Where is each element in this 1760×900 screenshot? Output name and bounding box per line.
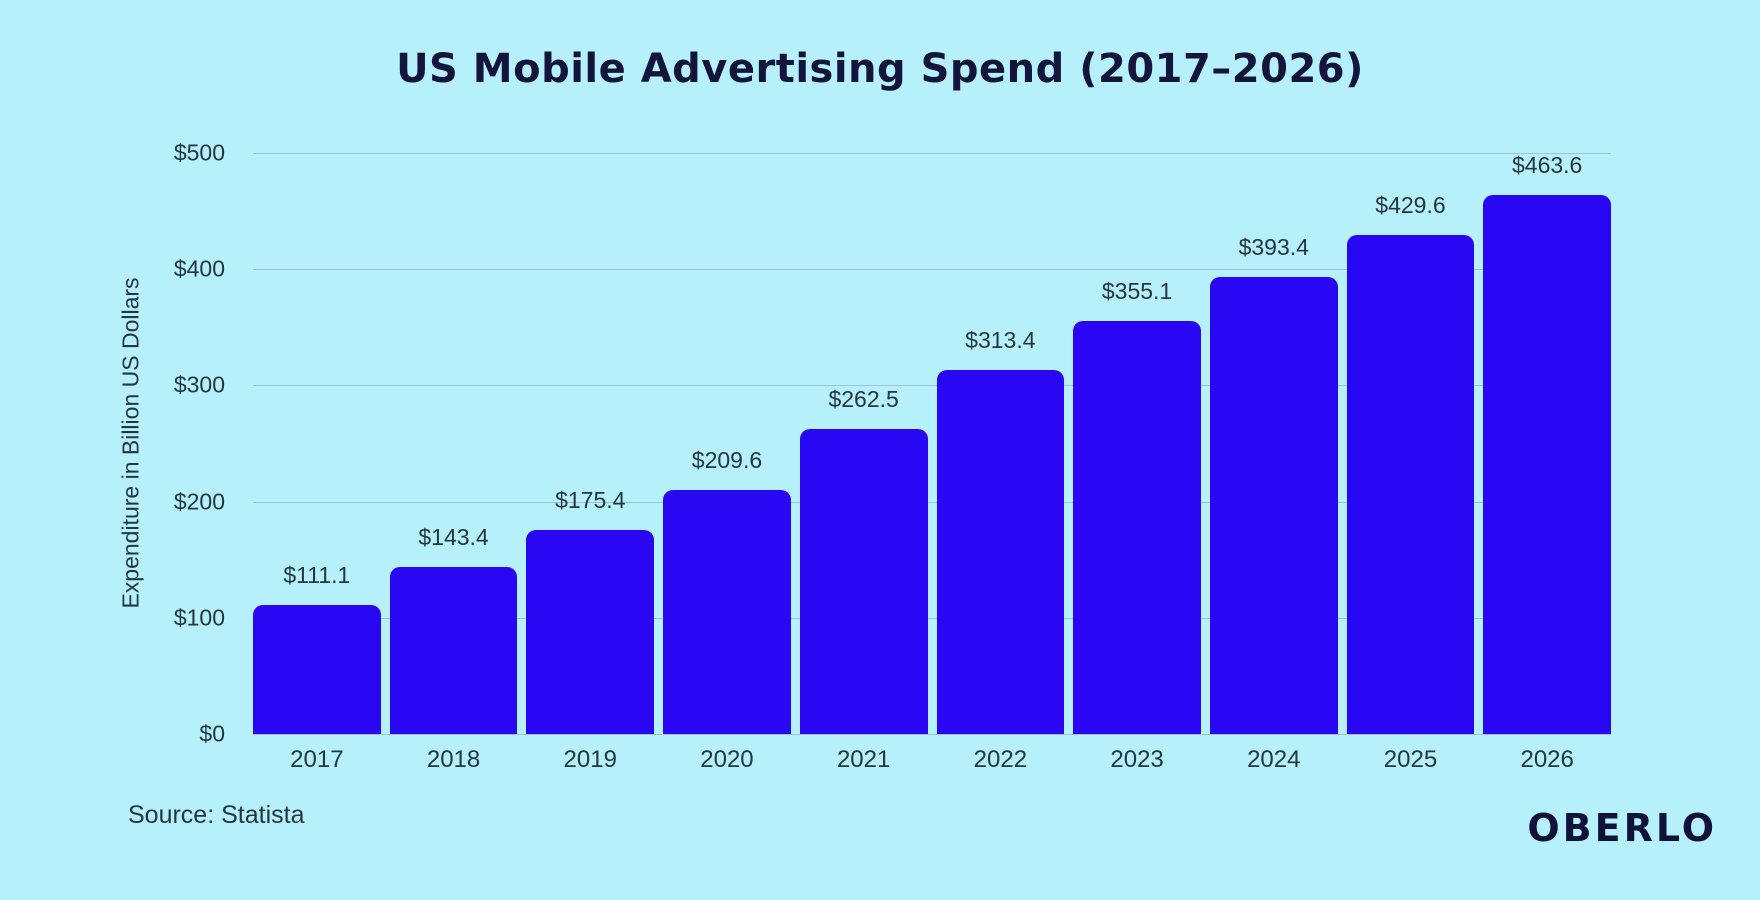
- y-tick-label: $500: [173, 139, 225, 166]
- bar-cell-2023: $355.1 2023: [1073, 153, 1201, 773]
- gridline-400: [253, 269, 1611, 271]
- gridline-300: [253, 385, 1611, 387]
- bar-cell-2017: $111.1 2017: [253, 153, 381, 773]
- bar-value-label: $429.6: [1375, 191, 1446, 218]
- x-tick-label: 2021: [836, 746, 891, 773]
- plot-area: $0 $100 $200 $300 $400 $500 $111.1 2017 $143.4 2…: [174, 140, 1612, 773]
- gridline-0: [253, 734, 1611, 735]
- y-axis-title: Expenditure in Billion US Dollars: [117, 277, 144, 609]
- y-tick-label: $100: [173, 604, 225, 631]
- bar-cell-2020: $209.6 2020: [663, 153, 791, 773]
- bar-value-label: $313.4: [965, 326, 1036, 353]
- y-tick-label: $300: [173, 371, 225, 398]
- bar-value-label: $262.5: [828, 385, 899, 412]
- bar-value-label: $393.4: [1238, 233, 1309, 260]
- bar-value-label: $175.4: [555, 487, 626, 514]
- x-tick-label: 2023: [1110, 746, 1164, 773]
- bar-2022: [936, 369, 1065, 734]
- gridline-100: [253, 617, 1611, 619]
- y-tick-label: $0: [199, 720, 225, 747]
- bar-series: $111.1 2017 $143.4 2018 $175.4 2019 $209.6 2020…: [253, 152, 1612, 773]
- bar-2021: [799, 428, 928, 734]
- x-tick-label: 2026: [1520, 746, 1574, 773]
- gridline-200: [253, 501, 1611, 503]
- y-tick-label: $400: [173, 255, 225, 282]
- bar-2025: [1346, 234, 1475, 734]
- bar-value-label: $209.6: [691, 447, 763, 474]
- bar-cell-2025: $429.6 2025: [1346, 153, 1475, 773]
- bar-2017: [253, 604, 381, 734]
- bar-value-label: $355.1: [1101, 278, 1173, 305]
- chart-title: US Mobile Advertising Spend (2017–2026): [396, 46, 1364, 92]
- bar-2019: [526, 530, 655, 734]
- bar-2024: [1209, 276, 1338, 734]
- x-tick-label: 2018: [426, 746, 481, 773]
- x-tick-label: 2017: [290, 746, 344, 773]
- source-note: Source: Statista: [128, 801, 305, 829]
- bar-value-label: $111.1: [283, 561, 351, 588]
- bar-value-label: $143.4: [418, 524, 489, 551]
- bar-2018: [389, 567, 518, 734]
- bar-2020: [663, 490, 791, 734]
- x-tick-label: 2020: [700, 746, 754, 773]
- bar-cell-2021: $262.5 2021: [799, 153, 928, 773]
- x-tick-label: 2024: [1247, 746, 1301, 773]
- bar-value-label: $463.6: [1511, 152, 1583, 179]
- x-tick-label: 2019: [563, 746, 617, 773]
- bar-cell-2024: $393.4 2024: [1209, 153, 1338, 773]
- x-tick-label: 2022: [973, 746, 1028, 773]
- oberlo-logo: OBERLO: [1527, 806, 1717, 850]
- gridline-500: [253, 153, 1611, 154]
- bar-cell-2026: $463.6 2026: [1483, 152, 1612, 773]
- bar-2023: [1073, 321, 1201, 734]
- bar-cell-2019: $175.4 2019: [526, 153, 655, 773]
- bar-cell-2022: $313.4 2022: [936, 153, 1065, 773]
- bar-cell-2018: $143.4 2018: [389, 153, 518, 773]
- bar-2026: [1483, 195, 1612, 734]
- x-tick-label: 2025: [1383, 746, 1438, 773]
- y-tick-label: $200: [173, 488, 225, 515]
